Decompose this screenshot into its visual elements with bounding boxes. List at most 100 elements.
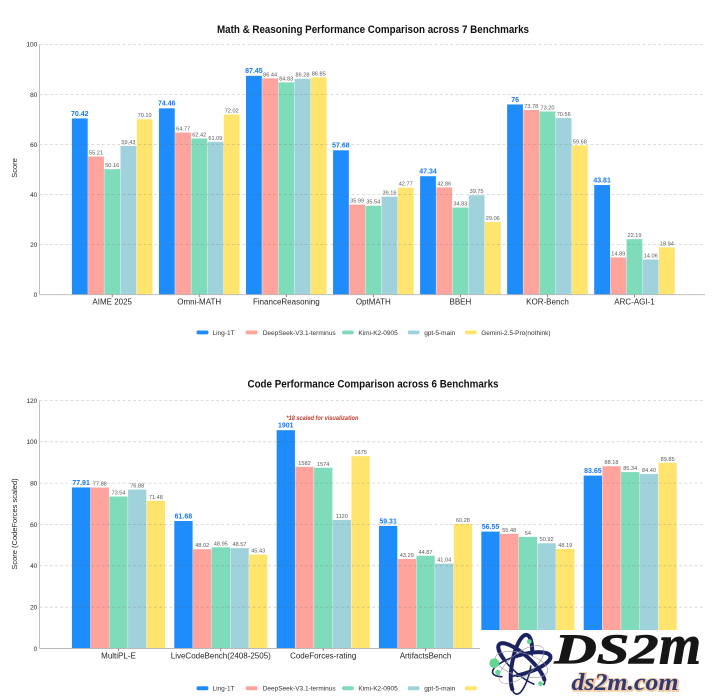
svg-text:ds2m.com: ds2m.com — [572, 670, 679, 696]
svg-text:CodeForces-rating: CodeForces-rating — [290, 651, 356, 660]
svg-text:1120: 1120 — [336, 514, 348, 520]
svg-text:43.29: 43.29 — [400, 553, 414, 559]
svg-text:1675: 1675 — [354, 450, 366, 456]
svg-text:29.06: 29.06 — [486, 216, 500, 222]
svg-text:74.46: 74.46 — [158, 101, 176, 108]
svg-text:14.06: 14.06 — [644, 254, 658, 260]
svg-text:76.88: 76.88 — [130, 484, 144, 490]
svg-text:35.99: 35.99 — [350, 199, 364, 205]
svg-text:45.43: 45.43 — [251, 549, 265, 555]
svg-text:40: 40 — [30, 563, 38, 570]
svg-text:ARC-AGI-1: ARC-AGI-1 — [614, 297, 655, 306]
svg-text:DeepSeek-V3.1-terminus: DeepSeek-V3.1-terminus — [263, 686, 337, 693]
svg-text:76: 76 — [511, 97, 519, 104]
svg-text:70.56: 70.56 — [557, 112, 571, 118]
svg-text:m: m — [659, 615, 701, 677]
svg-text:59.68: 59.68 — [573, 139, 587, 145]
svg-text:LiveCodeBench(2408-2505): LiveCodeBench(2408-2505) — [171, 651, 271, 660]
svg-text:Score: Score — [10, 158, 19, 178]
svg-text:56.55: 56.55 — [482, 524, 500, 531]
svg-text:44.87: 44.87 — [419, 550, 433, 556]
svg-text:22.19: 22.19 — [628, 233, 642, 239]
svg-text:47.34: 47.34 — [419, 169, 437, 176]
svg-text:Ling-1T: Ling-1T — [213, 330, 235, 337]
svg-text:84.83: 84.83 — [279, 76, 293, 82]
svg-text:50.92: 50.92 — [540, 537, 554, 543]
svg-text:86.28: 86.28 — [296, 73, 310, 79]
svg-text:73.20: 73.20 — [541, 106, 555, 112]
svg-text:50.16: 50.16 — [105, 163, 119, 169]
svg-text:54: 54 — [525, 531, 531, 537]
svg-text:DS2: DS2 — [553, 628, 658, 674]
svg-text:MultiPL-E: MultiPL-E — [101, 651, 136, 660]
svg-text:83.65: 83.65 — [584, 468, 602, 475]
svg-text:70.10: 70.10 — [138, 113, 152, 119]
svg-text:61.68: 61.68 — [175, 513, 193, 520]
svg-text:77.88: 77.88 — [93, 482, 107, 488]
svg-text:18.94: 18.94 — [660, 241, 674, 247]
svg-text:14.89: 14.89 — [611, 251, 625, 257]
svg-text:ds2m.com: ds2m.com — [572, 670, 679, 696]
svg-text:Omni-MATH: Omni-MATH — [177, 297, 221, 306]
svg-text:KOR-Bench: KOR-Bench — [526, 297, 569, 306]
svg-text:20: 20 — [30, 242, 38, 249]
svg-text:1574: 1574 — [317, 462, 329, 468]
svg-text:61.09: 61.09 — [208, 136, 222, 142]
svg-text:Ling-1T: Ling-1T — [213, 686, 235, 693]
svg-text:39.16: 39.16 — [383, 191, 397, 197]
svg-text:86.44: 86.44 — [263, 72, 277, 78]
svg-text:41.04: 41.04 — [437, 558, 451, 564]
svg-text:86.85: 86.85 — [312, 71, 326, 77]
svg-text:*18 scaled for visualization: *18 scaled for visualization — [286, 415, 358, 422]
svg-text:Kimi-K2-0905: Kimi-K2-0905 — [358, 686, 398, 693]
svg-text:55.21: 55.21 — [89, 151, 103, 157]
svg-text:1901: 1901 — [278, 423, 294, 430]
svg-text:72.02: 72.02 — [225, 108, 239, 114]
svg-text:ArtifactsBench: ArtifactsBench — [400, 651, 452, 660]
svg-text:48.95: 48.95 — [214, 541, 228, 547]
svg-text:85.34: 85.34 — [623, 466, 637, 472]
svg-text:77.91: 77.91 — [72, 480, 90, 487]
svg-text:AIME 2025: AIME 2025 — [92, 297, 132, 306]
svg-text:gpt-5-main: gpt-5-main — [424, 330, 455, 337]
svg-text:60: 60 — [30, 142, 38, 149]
svg-text:80: 80 — [30, 92, 38, 99]
svg-text:64.77: 64.77 — [176, 127, 190, 133]
svg-text:120: 120 — [26, 398, 37, 405]
svg-text:42.77: 42.77 — [399, 182, 413, 188]
svg-text:1582: 1582 — [298, 461, 310, 467]
svg-text:87.45: 87.45 — [245, 68, 263, 75]
svg-text:gpt-5-main: gpt-5-main — [424, 686, 455, 693]
svg-text:0: 0 — [34, 292, 38, 299]
svg-text:88.18: 88.18 — [605, 460, 619, 466]
svg-text:84.40: 84.40 — [642, 468, 656, 474]
svg-text:Gemini-2.5-Pro(nothink): Gemini-2.5-Pro(nothink) — [481, 330, 550, 337]
svg-text:Math & Reasoning Performance C: Math & Reasoning Performance Comparison … — [217, 24, 529, 36]
svg-text:57.68: 57.68 — [332, 143, 350, 150]
svg-text:43.81: 43.81 — [593, 177, 611, 184]
svg-text:34.83: 34.83 — [453, 202, 467, 208]
svg-text:89.85: 89.85 — [661, 457, 675, 463]
svg-text:59.43: 59.43 — [121, 140, 135, 146]
svg-text:73.78: 73.78 — [524, 104, 538, 110]
svg-text:59.31: 59.31 — [379, 518, 397, 525]
svg-text:100: 100 — [26, 439, 37, 446]
svg-text:73.54: 73.54 — [112, 491, 126, 497]
svg-text:80: 80 — [30, 480, 38, 487]
svg-text:42.86: 42.86 — [437, 181, 451, 187]
svg-text:DeepSeek-V3.1-terminus: DeepSeek-V3.1-terminus — [263, 330, 337, 337]
svg-text:48.19: 48.19 — [558, 543, 572, 549]
svg-text:55.48: 55.48 — [502, 528, 516, 534]
svg-text:60.28: 60.28 — [456, 518, 470, 524]
svg-text:62.42: 62.42 — [192, 133, 206, 139]
svg-text:Kimi-K2-0905: Kimi-K2-0905 — [358, 330, 398, 337]
svg-text:48.57: 48.57 — [233, 542, 247, 548]
svg-text:Score (CodeForces scaled): Score (CodeForces scaled) — [10, 478, 19, 570]
svg-text:100: 100 — [26, 42, 37, 49]
svg-text:60: 60 — [30, 522, 38, 529]
svg-text:0: 0 — [34, 646, 38, 653]
svg-text:40: 40 — [30, 192, 38, 199]
svg-text:39.75: 39.75 — [470, 189, 484, 195]
svg-text:70.42: 70.42 — [71, 111, 89, 118]
svg-text:Code Performance Comparison ac: Code Performance Comparison across 6 Ben… — [248, 379, 499, 391]
